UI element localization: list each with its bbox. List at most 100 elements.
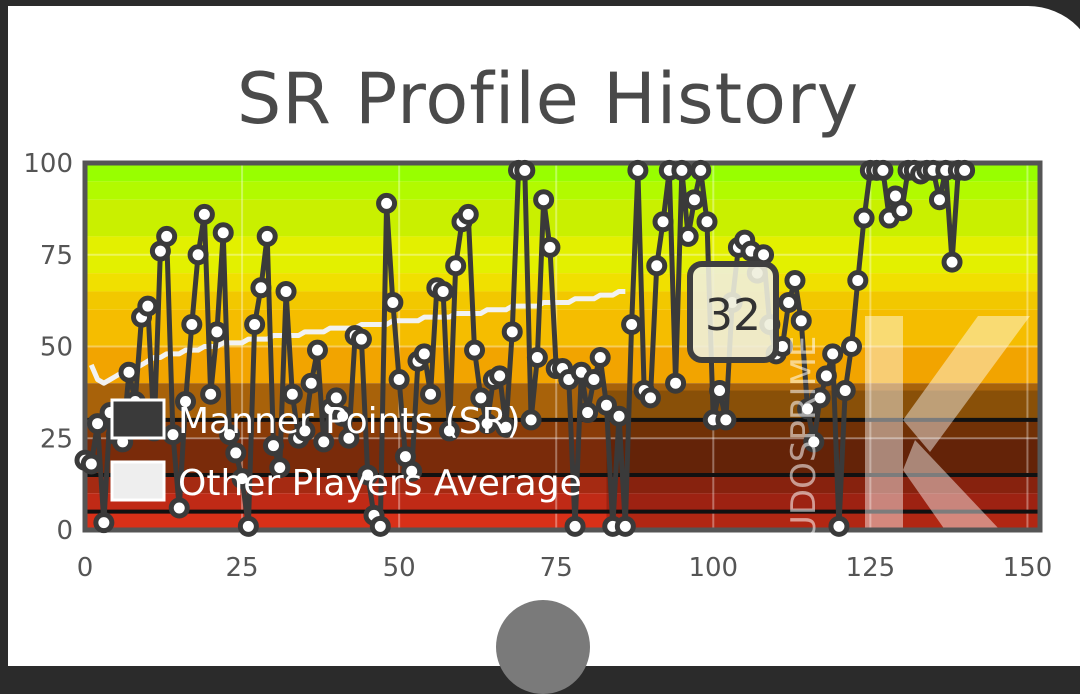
x-axis-ticks: 0 25 50 75 100 125 150 [77,553,1053,583]
band-11 [85,474,1040,494]
data-point [256,225,278,247]
data-point [376,192,398,214]
tooltip-box [687,261,779,363]
data-point [237,515,259,537]
data-point [809,387,831,409]
data-point [671,159,693,181]
band-4 [85,273,1040,292]
y-tick-label: 75 [40,241,73,271]
data-point [677,225,699,247]
data-point [212,222,234,244]
data-point [872,159,894,181]
data-point [614,515,636,537]
data-point [520,409,542,431]
logo-stem [865,316,903,530]
band-8 [85,383,1040,420]
fab-button[interactable] [496,600,590,694]
data-point [231,468,253,490]
data-point [219,424,241,446]
y-tick-label: 0 [56,516,73,546]
data-point [181,313,203,335]
legend-swatch-other-players[interactable] [110,460,166,502]
data-point [621,313,643,335]
data-point [445,255,467,277]
legend-label-other-players[interactable]: Other Players Average [178,463,582,504]
data-point [514,159,536,181]
band-12 [85,493,1040,512]
data-point [790,310,812,332]
sr-history-chart: 100 75 50 25 0 0 25 50 75 100 125 150 Manner Point… [23,149,1053,583]
data-point [639,387,661,409]
data-point [608,405,630,427]
legend-label-manner-points[interactable]: Manner Points (SR) [178,401,521,442]
data-point [432,280,454,302]
data-point [401,460,423,482]
data-point [778,291,800,313]
data-point [470,387,492,409]
y-tick-label: 25 [40,424,73,454]
legend[interactable]: Manner Points (SR) Other Players Average [110,398,582,504]
data-point [646,255,668,277]
data-point [577,402,599,424]
data-point [420,383,442,405]
band-0 [85,163,1040,182]
data-point [954,159,976,181]
data-point [306,339,328,361]
data-point [696,211,718,233]
data-point [300,372,322,394]
data-point [928,189,950,211]
y-axis-ticks: 100 75 50 25 0 [23,149,73,546]
band-13 [85,511,1040,530]
data-point [627,159,649,181]
data-point [281,383,303,405]
data-point [325,387,347,409]
data-point [225,442,247,464]
data-point [118,361,140,383]
data-point [93,512,115,534]
y-tick-label: 100 [23,149,73,179]
data-point [476,413,498,435]
data-point [175,391,197,413]
plot-border [82,160,1043,533]
data-point [294,420,316,442]
data-point [269,457,291,479]
data-point [250,277,272,299]
data-point [275,280,297,302]
logo-arm-lower [903,440,1000,530]
manner-points-series [74,159,976,537]
data-point [753,244,775,266]
data-point [709,380,731,402]
data-point [137,295,159,317]
data-point [489,365,511,387]
tooltip: 32 [687,261,779,363]
data-point [206,321,228,343]
data-point [357,464,379,486]
logo-arm-upper [903,316,1030,452]
data-point [841,336,863,357]
data-point [369,515,391,537]
data-point [87,413,109,435]
data-point [80,453,102,475]
data-point [828,515,850,537]
data-point [797,398,819,420]
data-point [350,328,372,350]
data-point [526,347,548,369]
data-point [193,203,215,225]
watermark-text: UDOSPRIME [784,336,824,540]
data-point [262,435,284,457]
x-tick-label: 50 [383,553,416,583]
data-point [539,236,561,258]
data-point [803,431,825,453]
data-point [156,225,178,247]
data-point [690,159,712,181]
data-point [683,189,705,211]
data-point [595,394,617,416]
data-point [589,347,611,369]
data-point [784,269,806,291]
data-point [834,380,856,402]
legend-swatch-manner-points[interactable] [110,398,166,440]
x-tick-label: 25 [226,553,259,583]
band-shade [606,390,1040,530]
data-point [853,207,875,229]
data-point [495,416,517,438]
